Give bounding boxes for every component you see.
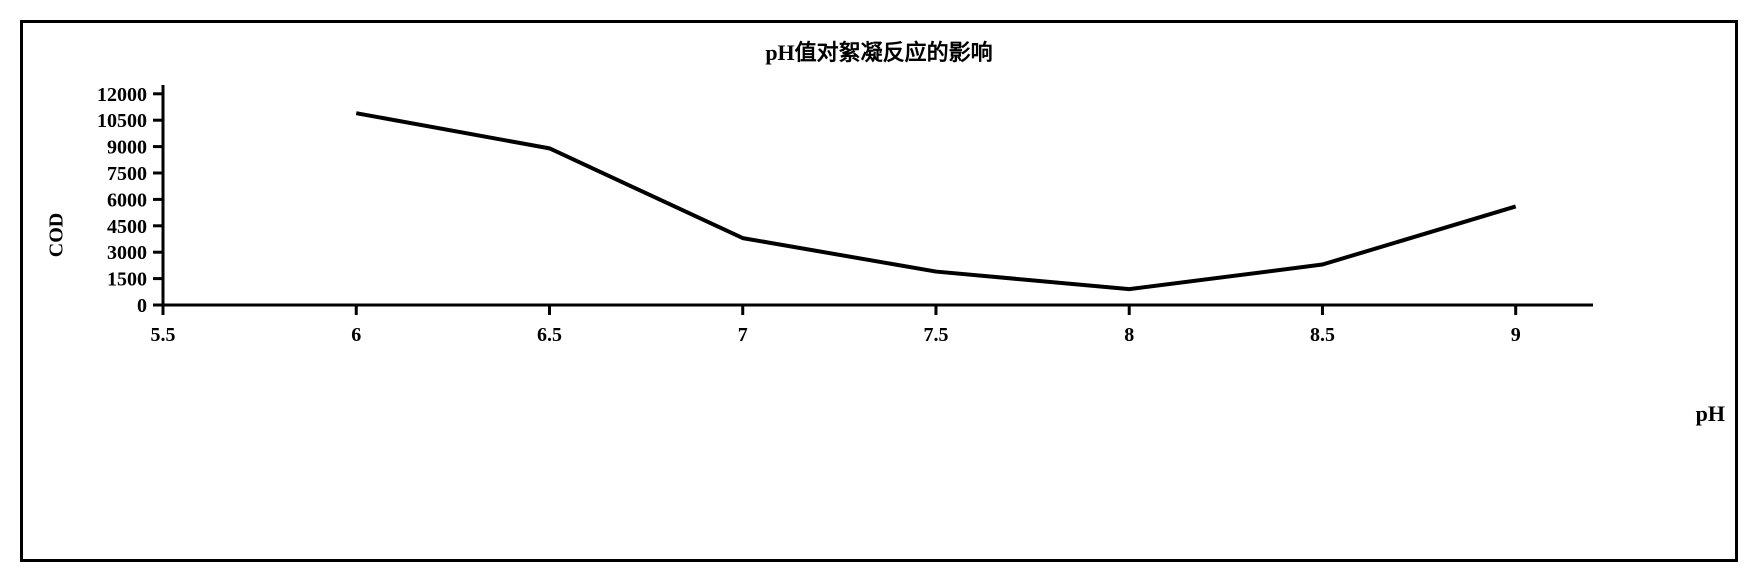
chart-title: pH值对絮凝反应的影响 xyxy=(23,23,1735,75)
svg-text:7500: 7500 xyxy=(107,163,147,185)
svg-text:7: 7 xyxy=(738,324,748,346)
svg-text:0: 0 xyxy=(137,295,147,317)
line-chart: 0 1500 3000 4500 6000 7500 9000 10500 12000 5.5 6 6… xyxy=(83,75,1623,395)
chart-frame: pH值对絮凝反应的影响 COD 0 1500 3000 4500 6000 7500 900… xyxy=(20,20,1738,562)
svg-text:9: 9 xyxy=(1511,324,1521,346)
svg-text:6.5: 6.5 xyxy=(537,324,562,346)
y-axis-label: COD xyxy=(46,213,69,257)
x-axis-label: pH xyxy=(1696,401,1725,427)
svg-text:9000: 9000 xyxy=(107,137,147,159)
svg-text:5.5: 5.5 xyxy=(151,324,176,346)
svg-text:8.5: 8.5 xyxy=(1310,324,1335,346)
chart-area: COD 015003000450060007500900010500120005… xyxy=(83,75,1675,395)
svg-text:6000: 6000 xyxy=(107,189,147,211)
svg-text:1500: 1500 xyxy=(107,269,147,291)
svg-text:12000: 12000 xyxy=(97,84,147,106)
svg-text:6: 6 xyxy=(351,324,361,346)
svg-text:4500: 4500 xyxy=(107,216,147,238)
svg-text:3000: 3000 xyxy=(107,242,147,264)
svg-text:7.5: 7.5 xyxy=(923,324,948,346)
svg-text:8: 8 xyxy=(1124,324,1134,346)
svg-text:10500: 10500 xyxy=(97,110,147,132)
